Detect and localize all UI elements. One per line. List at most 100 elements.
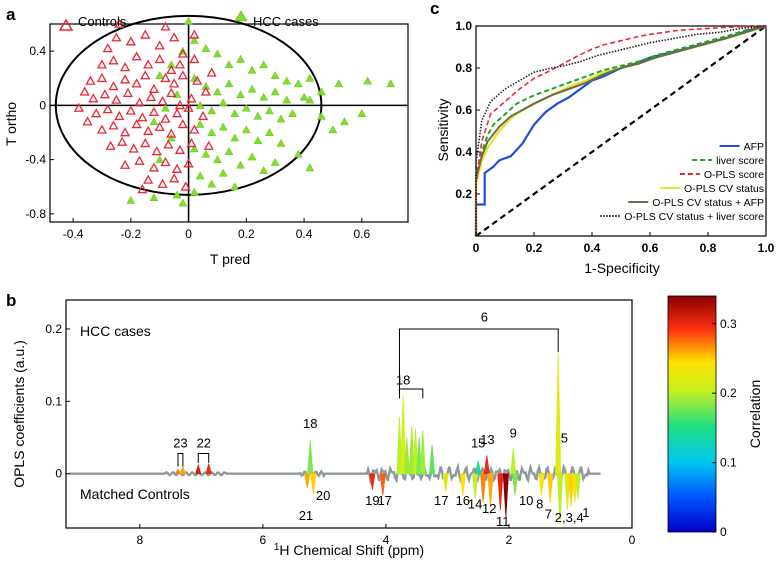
panel-b-xlabel-text: H Chemical Shift (ppm) (279, 542, 424, 558)
spectrum-peak (400, 395, 407, 475)
control-point (117, 136, 128, 146)
hcc-point (166, 60, 176, 69)
hcc-point (253, 136, 263, 145)
control-point (82, 116, 93, 126)
hcc-point (247, 65, 257, 74)
control-point (119, 74, 131, 84)
control-point (96, 124, 108, 134)
hcc-point (247, 152, 257, 161)
panel-a-xtick-label: 0.6 (353, 227, 370, 241)
spectrum-peak (483, 455, 490, 475)
panel-b-xtick-label: 0 (629, 533, 636, 547)
panel-c-xtick-label: 0 (473, 241, 480, 255)
panel-a-xtick-label: 0 (185, 227, 192, 241)
hcc-point (155, 71, 165, 79)
control-point (145, 91, 157, 102)
hcc-point (241, 125, 251, 134)
panel-c-frame (475, 25, 767, 237)
hcc-point (155, 155, 165, 164)
control-point (114, 110, 125, 121)
panel-a-xtick-label: -0.2 (120, 227, 141, 241)
panel-a-yticks: 0.4 0 -0.4 -0.8 (25, 44, 54, 221)
control-point (131, 51, 142, 61)
control-point (140, 138, 151, 148)
spectrum-peak (174, 468, 182, 475)
hcc-point (288, 109, 297, 117)
legend-label-0: AFP (744, 141, 764, 153)
hcc-point (207, 128, 217, 136)
peak-annotation: 20 (316, 488, 330, 503)
hcc-point (241, 103, 251, 112)
control-point (177, 119, 188, 129)
panel-b-xtick-label: 6 (260, 533, 267, 547)
spectrum-baseline (69, 462, 601, 486)
control-point (114, 18, 125, 28)
spectrum-peak (564, 473, 571, 510)
peak-annotation: 16 (456, 493, 470, 508)
hcc-point (265, 128, 274, 136)
control-point (151, 146, 162, 156)
hcc-point (190, 35, 199, 44)
control-point (177, 70, 188, 80)
control-point (171, 163, 183, 173)
hcc-point (305, 95, 315, 104)
panel-b-bottom-label: Matched Controls (80, 486, 190, 502)
control-point (186, 93, 197, 103)
hcc-point (224, 147, 234, 155)
peak-annotation: 13 (480, 432, 494, 447)
hcc-point (259, 60, 268, 69)
panel-b-top-label: HCC cases (80, 323, 151, 339)
hcc-point (282, 76, 292, 85)
control-point (148, 162, 160, 172)
spectrum-peak (408, 426, 415, 475)
hcc-point (201, 81, 211, 90)
spectrum-peak (555, 354, 562, 475)
panel-a-ellipse (54, 14, 323, 196)
hcc-point (178, 198, 188, 207)
panel-a-ellipse-layer (54, 14, 323, 196)
hcc-point (357, 109, 367, 117)
panel-b-xtick-label: 2 (506, 533, 513, 547)
peak-annotation: 1 (582, 505, 589, 520)
control-point (125, 36, 136, 46)
hcc-point (195, 100, 205, 109)
panel-b-ytick-label: 0.2 (45, 322, 62, 336)
hcc-point (293, 149, 303, 158)
control-point (154, 121, 165, 131)
hcc-point (259, 92, 268, 101)
spectrum-peak (369, 473, 376, 490)
spectrum-peak (538, 473, 545, 496)
legend-label-5: O-PLS CV status + liver score (624, 211, 764, 223)
control-point (171, 108, 183, 118)
panel-c-xtick-label: 0.4 (584, 241, 601, 255)
spectrum-peak (480, 473, 487, 503)
panel-a-scatter: a -0.4 -0.2 0 0.2 0.4 0.6 0.4 0 -0.4 -0.8 T pred… (3, 5, 409, 267)
panel-c-xticks: 0 0.2 0.4 0.6 0.8 1.0 (473, 232, 775, 255)
hcc-point (236, 160, 245, 169)
spectrum-peak (556, 473, 564, 525)
spectrum-peak (502, 473, 509, 518)
spectrum-peak (379, 473, 386, 496)
panel-a-xtick-label: -0.4 (63, 227, 84, 241)
hcc-point (195, 171, 205, 180)
panel-a-frame (49, 23, 409, 223)
panel-c-roc: c 0 0.2 0.4 0.6 0.8 1.0 0.2 0.4 0.6 0.8 1.0 1-Spe… (430, 0, 775, 276)
control-point (102, 43, 113, 53)
control-point (140, 29, 151, 39)
hcc-point (195, 119, 205, 128)
peak-annotation: 18 (303, 416, 317, 431)
spectrum-peak (568, 473, 575, 507)
peak-annotation: 11 (496, 514, 510, 529)
spectrum-peak (429, 444, 436, 475)
control-point (134, 155, 145, 165)
control-point (102, 104, 113, 114)
colorbar-label: Correlation (747, 380, 763, 448)
hcc-point (213, 155, 222, 164)
control-point (189, 53, 200, 64)
hcc-point (247, 84, 257, 93)
spectrum-peak (497, 473, 504, 510)
control-point (157, 178, 168, 188)
control-point (108, 55, 119, 65)
control-point (91, 108, 102, 118)
panel-c-curves (474, 24, 767, 237)
